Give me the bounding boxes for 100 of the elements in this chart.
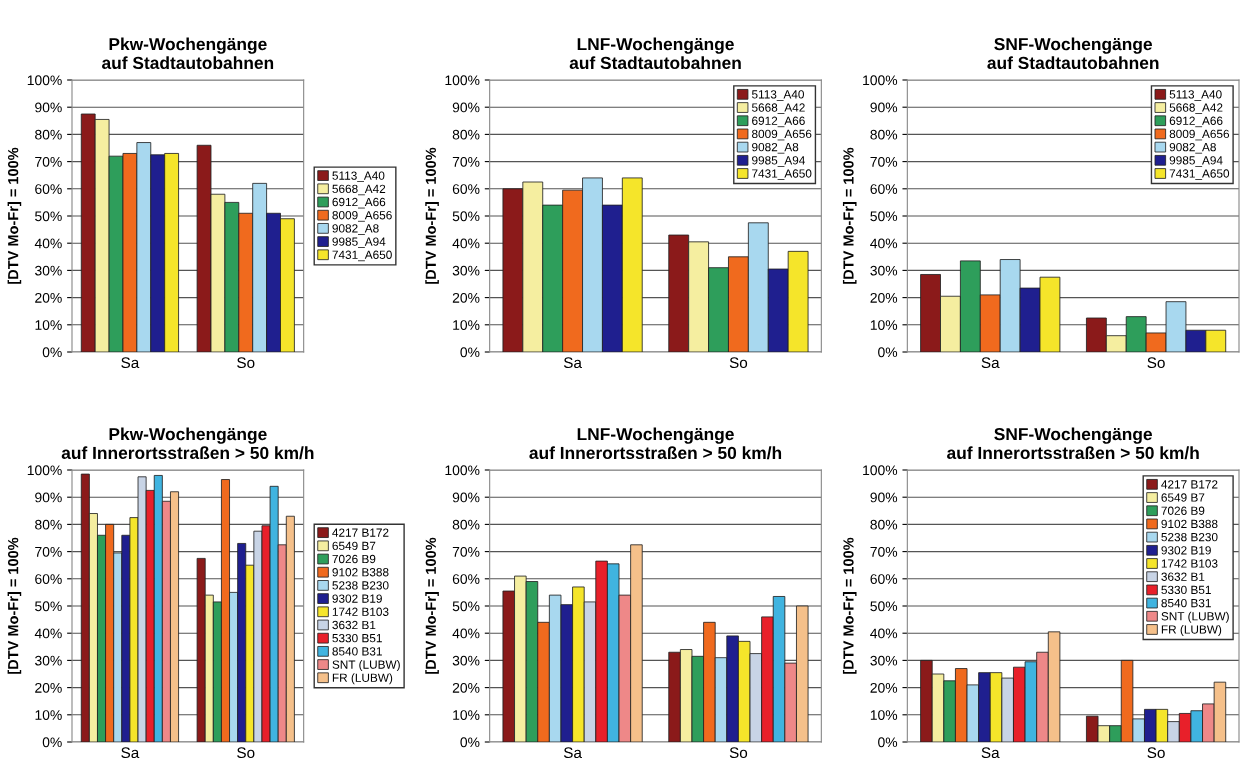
y-tick-label: 80% xyxy=(870,519,898,530)
legend-label: 5113_A40 xyxy=(751,90,804,101)
x-tick-label: So xyxy=(237,357,255,369)
y-tick-label: 70% xyxy=(870,156,898,167)
y-tick-label: 40% xyxy=(870,628,898,639)
y-tick-label: 20% xyxy=(452,292,480,303)
legend-label: 5330 B51 xyxy=(332,634,382,643)
y-tick-label: 50% xyxy=(35,211,62,222)
legend-label: 8540 B31 xyxy=(1161,598,1211,608)
legend-label: 8009_A656 xyxy=(1169,129,1230,141)
y-tick-label: 40% xyxy=(34,628,62,639)
legend-label: 5668_A42 xyxy=(332,184,386,196)
y-tick-label: 0% xyxy=(460,347,480,358)
legend-label: 8540 B31 xyxy=(332,647,382,656)
y-tick-label: 10% xyxy=(35,320,62,330)
y-tick-label: 60% xyxy=(870,574,898,584)
y-axis-title: [DTV Mo-Fr] = 100% xyxy=(842,537,857,674)
legend-label: 6549 B7 xyxy=(332,541,376,551)
chart-title: Pkw-Wochengänge auf Stadtautobahnen xyxy=(102,37,274,70)
legend-label: 4217 B172 xyxy=(332,528,389,537)
legend-label: 9302 B19 xyxy=(1161,546,1211,555)
y-tick-label: 20% xyxy=(35,292,62,303)
y-tick-label: 70% xyxy=(35,546,62,557)
y-tick-label: 80% xyxy=(35,129,62,140)
y-tick-label: 0% xyxy=(878,347,898,358)
x-tick-label: Sa xyxy=(121,357,140,369)
legend-label: 7026 B9 xyxy=(1161,506,1205,515)
legend-label: 5238 B230 xyxy=(1161,532,1218,542)
y-tick-label: 30% xyxy=(870,655,898,666)
y-axis-title: [DTV Mo-Fr] = 100% xyxy=(425,537,439,674)
x-tick-label: Sa xyxy=(121,747,140,759)
y-tick-label: 0% xyxy=(878,737,898,748)
y-tick-label: 10% xyxy=(870,320,898,330)
y-axis-title: [DTV Mo-Fr] = 100% xyxy=(842,147,857,284)
legend-label: 7431_A650 xyxy=(752,169,812,180)
legend-label: 6912_A66 xyxy=(1169,116,1223,128)
legend-label: 8009_A656 xyxy=(332,211,392,222)
y-tick-label: 50% xyxy=(35,601,62,612)
y-tick-label: 90% xyxy=(35,102,62,113)
y-tick-label: 60% xyxy=(870,184,898,194)
y-tick-label: 90% xyxy=(870,492,898,503)
y-tick-label: 100% xyxy=(27,75,62,86)
legend-label: 9985_A94 xyxy=(752,156,805,167)
y-tick-label: 90% xyxy=(35,492,62,503)
x-tick-label: So xyxy=(1147,357,1165,369)
legend-label: SNT (LUBW) xyxy=(332,660,400,672)
y-tick-label: 10% xyxy=(453,320,480,330)
y-tick-label: 0% xyxy=(42,347,62,358)
y-tick-label: 60% xyxy=(35,574,62,584)
y-tick-label: 80% xyxy=(452,129,480,140)
legend-label: FR (LUBW) xyxy=(332,673,393,685)
y-tick-label: 20% xyxy=(870,292,898,303)
legend-label: 6549 B7 xyxy=(1161,493,1205,502)
legend-label: 7431_A650 xyxy=(332,250,392,262)
y-tick-label: 30% xyxy=(870,265,898,276)
y-tick-label: 90% xyxy=(452,102,480,113)
y-tick-label: 70% xyxy=(870,546,898,557)
y-tick-label: 80% xyxy=(870,129,898,140)
y-tick-label: 80% xyxy=(35,519,62,530)
legend-label: 7026 B9 xyxy=(332,554,376,564)
legend-label: 3632 B1 xyxy=(1161,572,1205,581)
legend-label: 9082_A8 xyxy=(752,142,799,154)
y-axis-title: [DTV Mo-Fr] = 100% xyxy=(425,147,439,284)
legend-label: 9985_A94 xyxy=(332,237,386,248)
y-tick-label: 40% xyxy=(452,628,480,639)
y-axis-title: [DTV Mo-Fr] = 100% xyxy=(7,537,22,674)
x-tick-label: So xyxy=(729,747,748,759)
legend-label: 5668_A42 xyxy=(751,103,805,114)
chart-title: LNF-Wochengänge auf Stadtautobahnen xyxy=(569,37,741,70)
chart-title: LNF-Wochengänge auf Innerortsstraßen > 50 km/h xyxy=(529,427,782,460)
legend-label: 5668_A42 xyxy=(1169,103,1223,114)
y-tick-label: 50% xyxy=(452,601,480,612)
x-tick-label: Sa xyxy=(981,747,1000,759)
y-tick-label: 10% xyxy=(35,710,62,720)
legend-label: 3632 B1 xyxy=(332,620,376,630)
y-tick-label: 20% xyxy=(35,682,62,693)
legend-label: 6912_A66 xyxy=(752,116,805,128)
y-tick-label: 80% xyxy=(452,519,480,530)
y-tick-label: 50% xyxy=(870,601,898,612)
legend-label: 6912_A66 xyxy=(332,197,386,209)
y-tick-label: 30% xyxy=(452,655,480,666)
y-tick-label: 100% xyxy=(445,75,480,86)
y-tick-label: 50% xyxy=(452,211,480,222)
y-tick-label: 20% xyxy=(452,682,480,693)
legend-label: 4217 B172 xyxy=(1161,480,1218,489)
x-tick-label: So xyxy=(237,747,255,759)
legend-label: 9302 B19 xyxy=(332,594,382,603)
y-tick-label: 50% xyxy=(870,211,898,222)
x-tick-label: So xyxy=(1147,747,1165,759)
y-tick-label: 40% xyxy=(452,238,480,249)
legend-label: 1742 B103 xyxy=(332,607,389,616)
y-tick-label: 90% xyxy=(870,102,898,113)
y-tick-label: 100% xyxy=(445,465,480,476)
legend-label: 9985_A94 xyxy=(1169,156,1223,167)
legend-label: 5330 B51 xyxy=(1161,585,1211,595)
y-tick-label: 100% xyxy=(863,465,898,476)
y-tick-label: 40% xyxy=(34,238,62,249)
x-tick-label: Sa xyxy=(981,357,1000,369)
legend-label: 8009_A656 xyxy=(752,129,812,141)
y-tick-label: 70% xyxy=(35,156,62,167)
